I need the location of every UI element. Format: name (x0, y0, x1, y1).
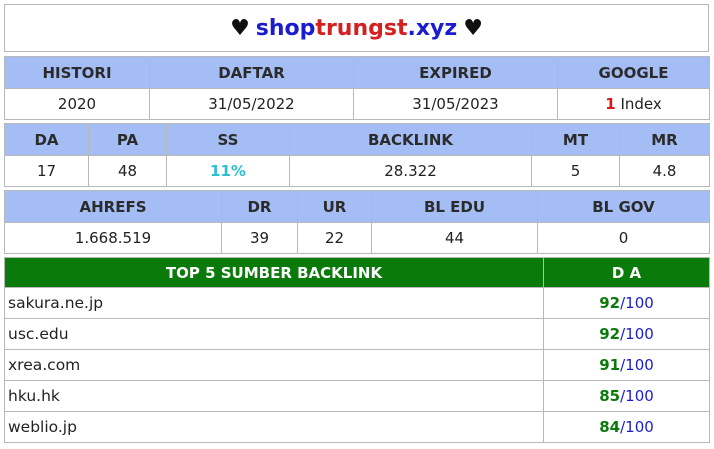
backlink-site: weblio.jp (4, 411, 544, 443)
value-ahrefs: 1.668.519 (4, 222, 222, 254)
da-max: /100 (620, 356, 654, 374)
domain-part-trungst: trungst (315, 15, 408, 41)
header-bl-edu: BL EDU (371, 190, 538, 223)
info-value-row: 2020 31/05/2022 31/05/2023 1 Index (4, 88, 710, 120)
value-backlink: 28.322 (289, 155, 532, 187)
da-score: 92 (599, 294, 621, 312)
da-max: /100 (620, 418, 654, 436)
value-histori: 2020 (4, 88, 150, 120)
da-max: /100 (620, 325, 654, 343)
metrics-header-row: DA PA SS BACKLINK MT MR (4, 123, 710, 156)
table-row: usc.edu 92/100 (4, 318, 710, 350)
metrics-value-row: 17 48 11% 28.322 5 4.8 (4, 155, 710, 187)
backlink-da: 92/100 (543, 318, 710, 350)
value-daftar: 31/05/2022 (149, 88, 354, 120)
header-ss: SS (166, 123, 290, 156)
info-header-row: HISTORI DAFTAR EXPIRED GOOGLE (4, 56, 710, 89)
backlink-site: xrea.com (4, 349, 544, 381)
header-expired: EXPIRED (353, 56, 558, 89)
header-mt: MT (531, 123, 620, 156)
backlink-da: 84/100 (543, 411, 710, 443)
backlink-da: 85/100 (543, 380, 710, 412)
header-ahrefs: AHREFS (4, 190, 222, 223)
domain-part-tld: .xyz (407, 15, 458, 41)
da-score: 85 (599, 387, 621, 405)
value-da: 17 (4, 155, 89, 187)
table-row: hku.hk 85/100 (4, 380, 710, 412)
google-index-label: Index (615, 95, 662, 113)
header-ur: UR (297, 190, 372, 223)
metrics-table: DA PA SS BACKLINK MT MR 17 48 11% 28.322… (4, 123, 710, 187)
info-table: HISTORI DAFTAR EXPIRED GOOGLE 2020 31/05… (4, 56, 710, 120)
da-score: 92 (599, 325, 621, 343)
value-google: 1 Index (557, 88, 710, 120)
table-row: weblio.jp 84/100 (4, 411, 710, 443)
google-index-count: 1 (605, 95, 616, 113)
table-row: sakura.ne.jp 92/100 (4, 287, 710, 319)
value-expired: 31/05/2023 (353, 88, 558, 120)
header-pa: PA (88, 123, 167, 156)
header-top-sources: TOP 5 SUMBER BACKLINK (4, 257, 544, 288)
heart-left-icon: ♥ (230, 15, 250, 41)
backlink-da: 91/100 (543, 349, 710, 381)
backlink-site: usc.edu (4, 318, 544, 350)
header-da: DA (4, 123, 89, 156)
backlink-site: hku.hk (4, 380, 544, 412)
da-max: /100 (620, 294, 654, 312)
header-histori: HISTORI (4, 56, 150, 89)
value-bl-edu: 44 (371, 222, 538, 254)
domain-part-shop: shop (255, 15, 316, 41)
da-score: 91 (599, 356, 621, 374)
backlink-site: sakura.ne.jp (4, 287, 544, 319)
backlink-table: TOP 5 SUMBER BACKLINK D A sakura.ne.jp 9… (4, 257, 710, 443)
header-daftar: DAFTAR (149, 56, 354, 89)
domain-name[interactable]: shoptrungst.xyz (256, 16, 457, 41)
value-ss: 11% (166, 155, 290, 187)
da-score: 84 (599, 418, 621, 436)
value-pa: 48 (88, 155, 167, 187)
value-mr: 4.8 (619, 155, 710, 187)
header-bl-gov: BL GOV (537, 190, 710, 223)
value-dr: 39 (221, 222, 298, 254)
da-max: /100 (620, 387, 654, 405)
header-dr: DR (221, 190, 298, 223)
backlink-header-row: TOP 5 SUMBER BACKLINK D A (4, 257, 710, 288)
ahrefs-header-row: AHREFS DR UR BL EDU BL GOV (4, 190, 710, 223)
value-mt: 5 (531, 155, 620, 187)
header-mr: MR (619, 123, 710, 156)
backlink-da: 92/100 (543, 287, 710, 319)
domain-title: ♥ shoptrungst.xyz ♥ (4, 4, 709, 52)
ahrefs-table: AHREFS DR UR BL EDU BL GOV 1.668.519 39 … (4, 190, 710, 254)
heart-right-icon: ♥ (463, 15, 483, 41)
ahrefs-value-row: 1.668.519 39 22 44 0 (4, 222, 710, 254)
header-google: GOOGLE (557, 56, 710, 89)
value-ur: 22 (297, 222, 372, 254)
value-bl-gov: 0 (537, 222, 710, 254)
header-da-score: D A (543, 257, 710, 288)
header-backlink: BACKLINK (289, 123, 532, 156)
table-row: xrea.com 91/100 (4, 349, 710, 381)
